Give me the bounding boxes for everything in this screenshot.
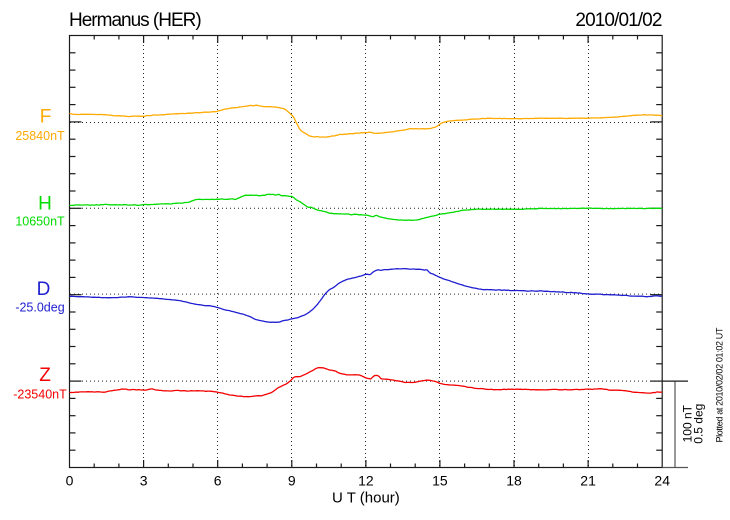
- svg-text:100 nT: 100 nT: [681, 404, 695, 442]
- svg-text:24: 24: [654, 473, 670, 489]
- svg-text:10650nT: 10650nT: [15, 215, 65, 229]
- svg-text:3: 3: [140, 473, 148, 489]
- svg-text:H: H: [38, 193, 52, 214]
- svg-text:0.5 deg: 0.5 deg: [692, 404, 706, 444]
- svg-text:Hermanus (HER): Hermanus (HER): [69, 10, 201, 31]
- svg-text:F: F: [40, 107, 52, 128]
- svg-text:9: 9: [288, 473, 296, 489]
- svg-text:D: D: [37, 279, 51, 300]
- svg-text:0: 0: [66, 473, 74, 489]
- svg-text:Plotted at 2010/02/02 01:02 UT: Plotted at 2010/02/02 01:02 UT: [715, 327, 725, 442]
- svg-text:6: 6: [214, 473, 222, 489]
- svg-text:U T (hour): U T (hour): [332, 490, 400, 507]
- svg-text:-25.0deg: -25.0deg: [15, 300, 64, 314]
- svg-text:15: 15: [432, 473, 448, 489]
- svg-text:12: 12: [358, 473, 374, 489]
- svg-text:21: 21: [580, 473, 596, 489]
- svg-text:-23540nT: -23540nT: [13, 387, 67, 401]
- svg-text:18: 18: [506, 473, 522, 489]
- svg-text:2010/01/02: 2010/01/02: [575, 10, 661, 31]
- svg-text:Z: Z: [39, 365, 51, 386]
- svg-text:25840nT: 25840nT: [15, 129, 65, 143]
